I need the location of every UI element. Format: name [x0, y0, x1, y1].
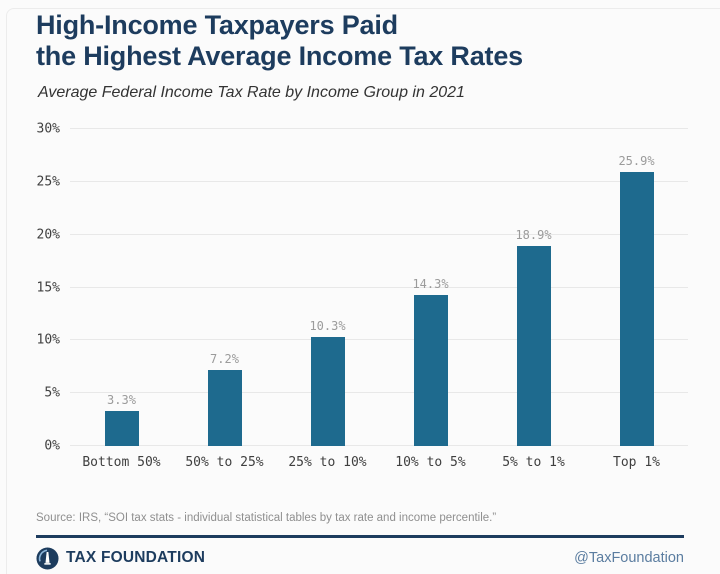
gridline	[70, 445, 688, 446]
y-tick-label: 10%	[36, 332, 60, 348]
bar-bottom-50	[104, 411, 139, 446]
bar-value-label: 25.9%	[618, 154, 655, 169]
source-note: Source: IRS, “SOI tax stats - individual…	[36, 512, 497, 524]
bar-slot: 18.9%	[482, 129, 585, 446]
bar-slot: 10.3%	[276, 129, 379, 446]
y-tick-label: 30%	[36, 121, 60, 137]
plot-area: 3.3% 7.2% 10.3% 14.3% 18.9% 25.9%	[70, 128, 688, 446]
gridline	[70, 286, 688, 288]
bar-value-label: 14.3%	[412, 276, 449, 291]
footer-divider	[36, 535, 684, 538]
brand-name: TAX FOUNDATION	[66, 549, 206, 566]
title-line-2: the Highest Average Income Tax Rates	[36, 41, 523, 71]
bar-25-to-10	[310, 337, 345, 446]
gridline	[70, 180, 688, 182]
footer-brand-row: TAX FOUNDATION @TaxFoundation	[36, 546, 684, 570]
twitter-handle: @TaxFoundation	[574, 550, 684, 566]
y-tick-label: 0%	[44, 438, 60, 454]
bar-value-label: 3.3%	[107, 393, 136, 408]
x-tick-label: 10% to 5%	[395, 455, 466, 470]
bars-container: 3.3% 7.2% 10.3% 14.3% 18.9% 25.9%	[70, 129, 688, 446]
y-tick-label: 20%	[36, 227, 60, 243]
bar-slot: 14.3%	[379, 129, 482, 446]
x-tick-label: 50% to 25%	[185, 455, 264, 470]
taxfoundation-logo-icon	[36, 546, 59, 570]
bar-10-to-5	[413, 294, 448, 446]
gridline	[70, 339, 688, 341]
x-tick-label: Bottom 50%	[82, 455, 161, 470]
x-tick-label: 25% to 10%	[288, 455, 367, 470]
x-tick-label: 5% to 1%	[502, 455, 565, 470]
bar-5-to-1	[516, 246, 551, 446]
y-tick-label: 15%	[36, 280, 60, 295]
bar-value-label: 18.9%	[515, 228, 552, 243]
bar-50-to-25	[207, 369, 242, 446]
bar-slot: 7.2%	[173, 129, 276, 446]
brand-logo-group: TAX FOUNDATION	[36, 546, 206, 570]
title-line-1: High-Income Taxpayers Paid	[36, 10, 398, 40]
gridline	[70, 233, 688, 235]
bar-top-1	[619, 172, 654, 446]
y-axis-labels: 0% 5% 10% 15% 20% 25% 30%	[18, 122, 60, 454]
bar-slot: 3.3%	[70, 129, 173, 446]
page-title: High-Income Taxpayers Paid the Highest A…	[36, 10, 656, 72]
y-tick-label: 5%	[44, 385, 60, 401]
bar-value-label: 10.3%	[309, 319, 346, 334]
x-axis-labels: Bottom 50% 50% to 25% 25% to 10% 10% to 5% 5…	[70, 455, 688, 470]
bar-slot: 25.9%	[585, 129, 688, 446]
gridline	[70, 392, 688, 394]
gridline	[70, 128, 688, 129]
y-tick-label: 25%	[36, 174, 60, 190]
x-tick-label: Top 1%	[613, 455, 660, 470]
chart-subtitle: Average Federal Income Tax Rate by Incom…	[38, 84, 465, 101]
bar-value-label: 7.2%	[210, 351, 239, 366]
